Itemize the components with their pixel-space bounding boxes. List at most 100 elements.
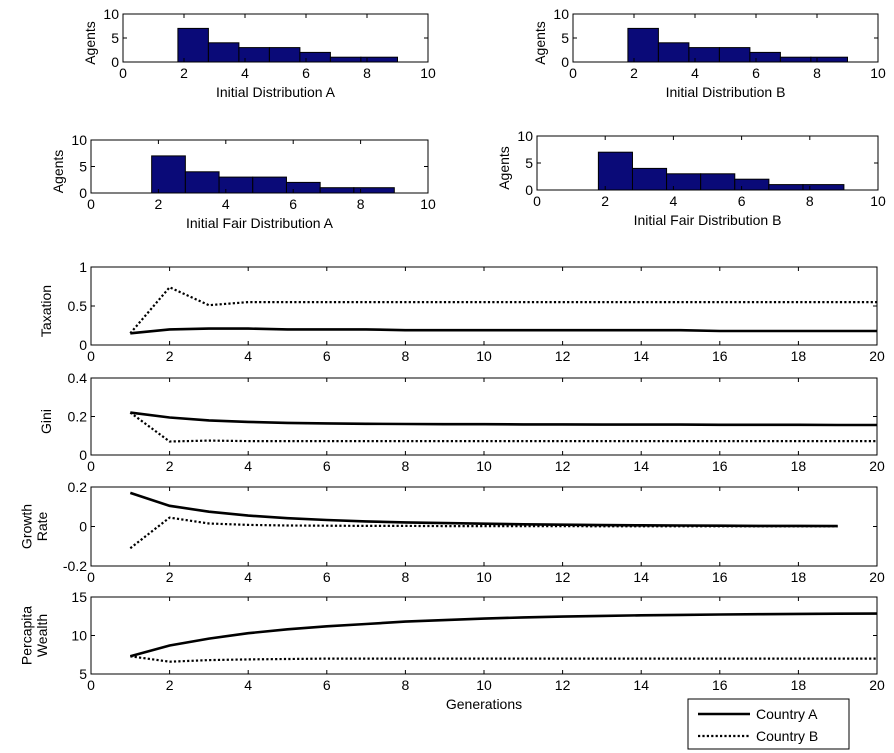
x-tick-label: 18 [791,458,807,474]
histogram-bar [802,184,845,191]
x-tick-label: 0 [119,65,127,81]
y-tick-label: 0.4 [68,370,88,386]
y-tick-label: 10 [71,132,87,148]
histogram-bar [734,178,770,191]
x-tick-label: 8 [357,196,365,212]
x-tick-label: 10 [420,65,436,81]
histogram-bar [779,56,812,63]
x-tick-label: 0 [87,677,95,693]
histogram-bar [700,173,736,191]
y-tick-label: 0.5 [68,298,88,314]
histogram-bar [360,56,398,63]
y-axis-label: Agents [496,146,512,190]
x-tick-label: 6 [323,348,331,364]
y-axis-label: Agents [82,21,98,65]
x-tick-label: 18 [791,677,807,693]
chart-panel-0: 0 2 4 6 8 10 0 5 10 Initial Distribution A Agents [82,6,436,100]
y-tick-label: 0 [561,54,569,70]
y-tick-label: 5 [79,159,87,175]
histogram-bar [252,176,287,194]
y-tick-label: 15 [71,589,87,605]
y-axis-label: Gini [38,409,54,434]
x-tick-label: 10 [870,65,886,81]
histogram-bar [597,151,633,191]
x-tick-label: 20 [869,458,885,474]
x-tick-label: 2 [166,569,174,585]
histogram-bar [631,167,668,191]
x-tick-label: 14 [633,569,649,585]
series-line-country-a [130,327,877,335]
x-tick-label: 18 [791,348,807,364]
y-tick-label: 10 [517,128,533,144]
x-tick-label: 2 [166,348,174,364]
x-tick-label: 14 [633,677,649,693]
legend-box [687,698,850,750]
histogram-bar [329,56,362,63]
histogram-bar [768,184,804,191]
x-tick-label: 6 [323,677,331,693]
x-tick-label: 0 [87,196,95,212]
x-tick-label: 6 [738,193,746,209]
axes-frame [90,377,878,456]
x-tick-label: 8 [402,569,410,585]
x-tick-label: 12 [555,348,571,364]
y-tick-label: 5 [525,155,533,171]
y-axis-label-line: Growth [19,504,35,549]
legend-label: Country A [756,706,818,722]
histogram-bar [718,47,751,63]
chart-panel-3: 0 2 4 6 8 10 0 5 10 Initial Fair Distribution B Ag… [496,128,886,228]
histogram-bar [299,51,331,63]
series-line-country-b [129,411,877,443]
x-tick-label: 0 [87,569,95,585]
y-axis-label-line: Percapita [19,606,35,665]
x-tick-label: 18 [791,569,807,585]
x-tick-label: 8 [363,65,371,81]
chart-panel-2: 0 2 4 6 8 10 0 5 10 Initial Fair Distribution A Ag… [50,132,436,231]
histogram-bar [688,47,720,63]
x-tick-label: 4 [244,569,252,585]
histogram-bar [268,47,301,63]
x-tick-label: 2 [166,458,174,474]
x-tick-label: 2 [630,65,638,81]
y-tick-label: 5 [561,30,569,46]
x-tick-label: 4 [244,677,252,693]
histogram-bar [285,181,321,194]
x-tick-label: 0 [569,65,577,81]
x-tick-label: 16 [712,569,728,585]
x-tick-label: 2 [601,193,609,209]
series-line-country-a [130,411,877,427]
y-tick-label: 0 [79,519,87,535]
x-tick-label: 8 [813,65,821,81]
chart-panel-5: 0 2 4 6 8 10 12 14 16 18 20 0 0.2 0.4 Gini [38,370,885,474]
legend-label: Country B [756,728,818,744]
x-axis-label: Initial Distribution A [216,84,336,100]
y-tick-label: 1 [79,259,87,275]
axes-frame [90,266,878,346]
y-tick-label: -0.2 [63,558,87,574]
x-tick-label: 8 [402,677,410,693]
x-tick-label: 6 [323,569,331,585]
y-axis-label: PercapitaWealth [19,606,50,665]
x-tick-label: 12 [555,677,571,693]
x-tick-label: 8 [402,458,410,474]
x-tick-label: 10 [476,348,492,364]
x-tick-label: 6 [752,65,760,81]
x-tick-label: 4 [670,193,678,209]
x-tick-label: 10 [870,193,886,209]
x-tick-label: 0 [87,348,95,364]
histogram-bar [810,56,849,63]
y-tick-label: 0.2 [68,479,88,495]
x-tick-label: 8 [806,193,814,209]
x-tick-label: 10 [476,569,492,585]
x-tick-label: 16 [712,458,728,474]
y-tick-label: 0 [111,54,119,70]
y-tick-label: 10 [553,6,569,22]
histogram-bar [666,173,702,191]
y-axis-label: GrowthRate [19,504,50,549]
histogram-bar [353,187,395,194]
y-tick-label: 0 [525,182,533,198]
x-tick-label: 4 [241,65,249,81]
